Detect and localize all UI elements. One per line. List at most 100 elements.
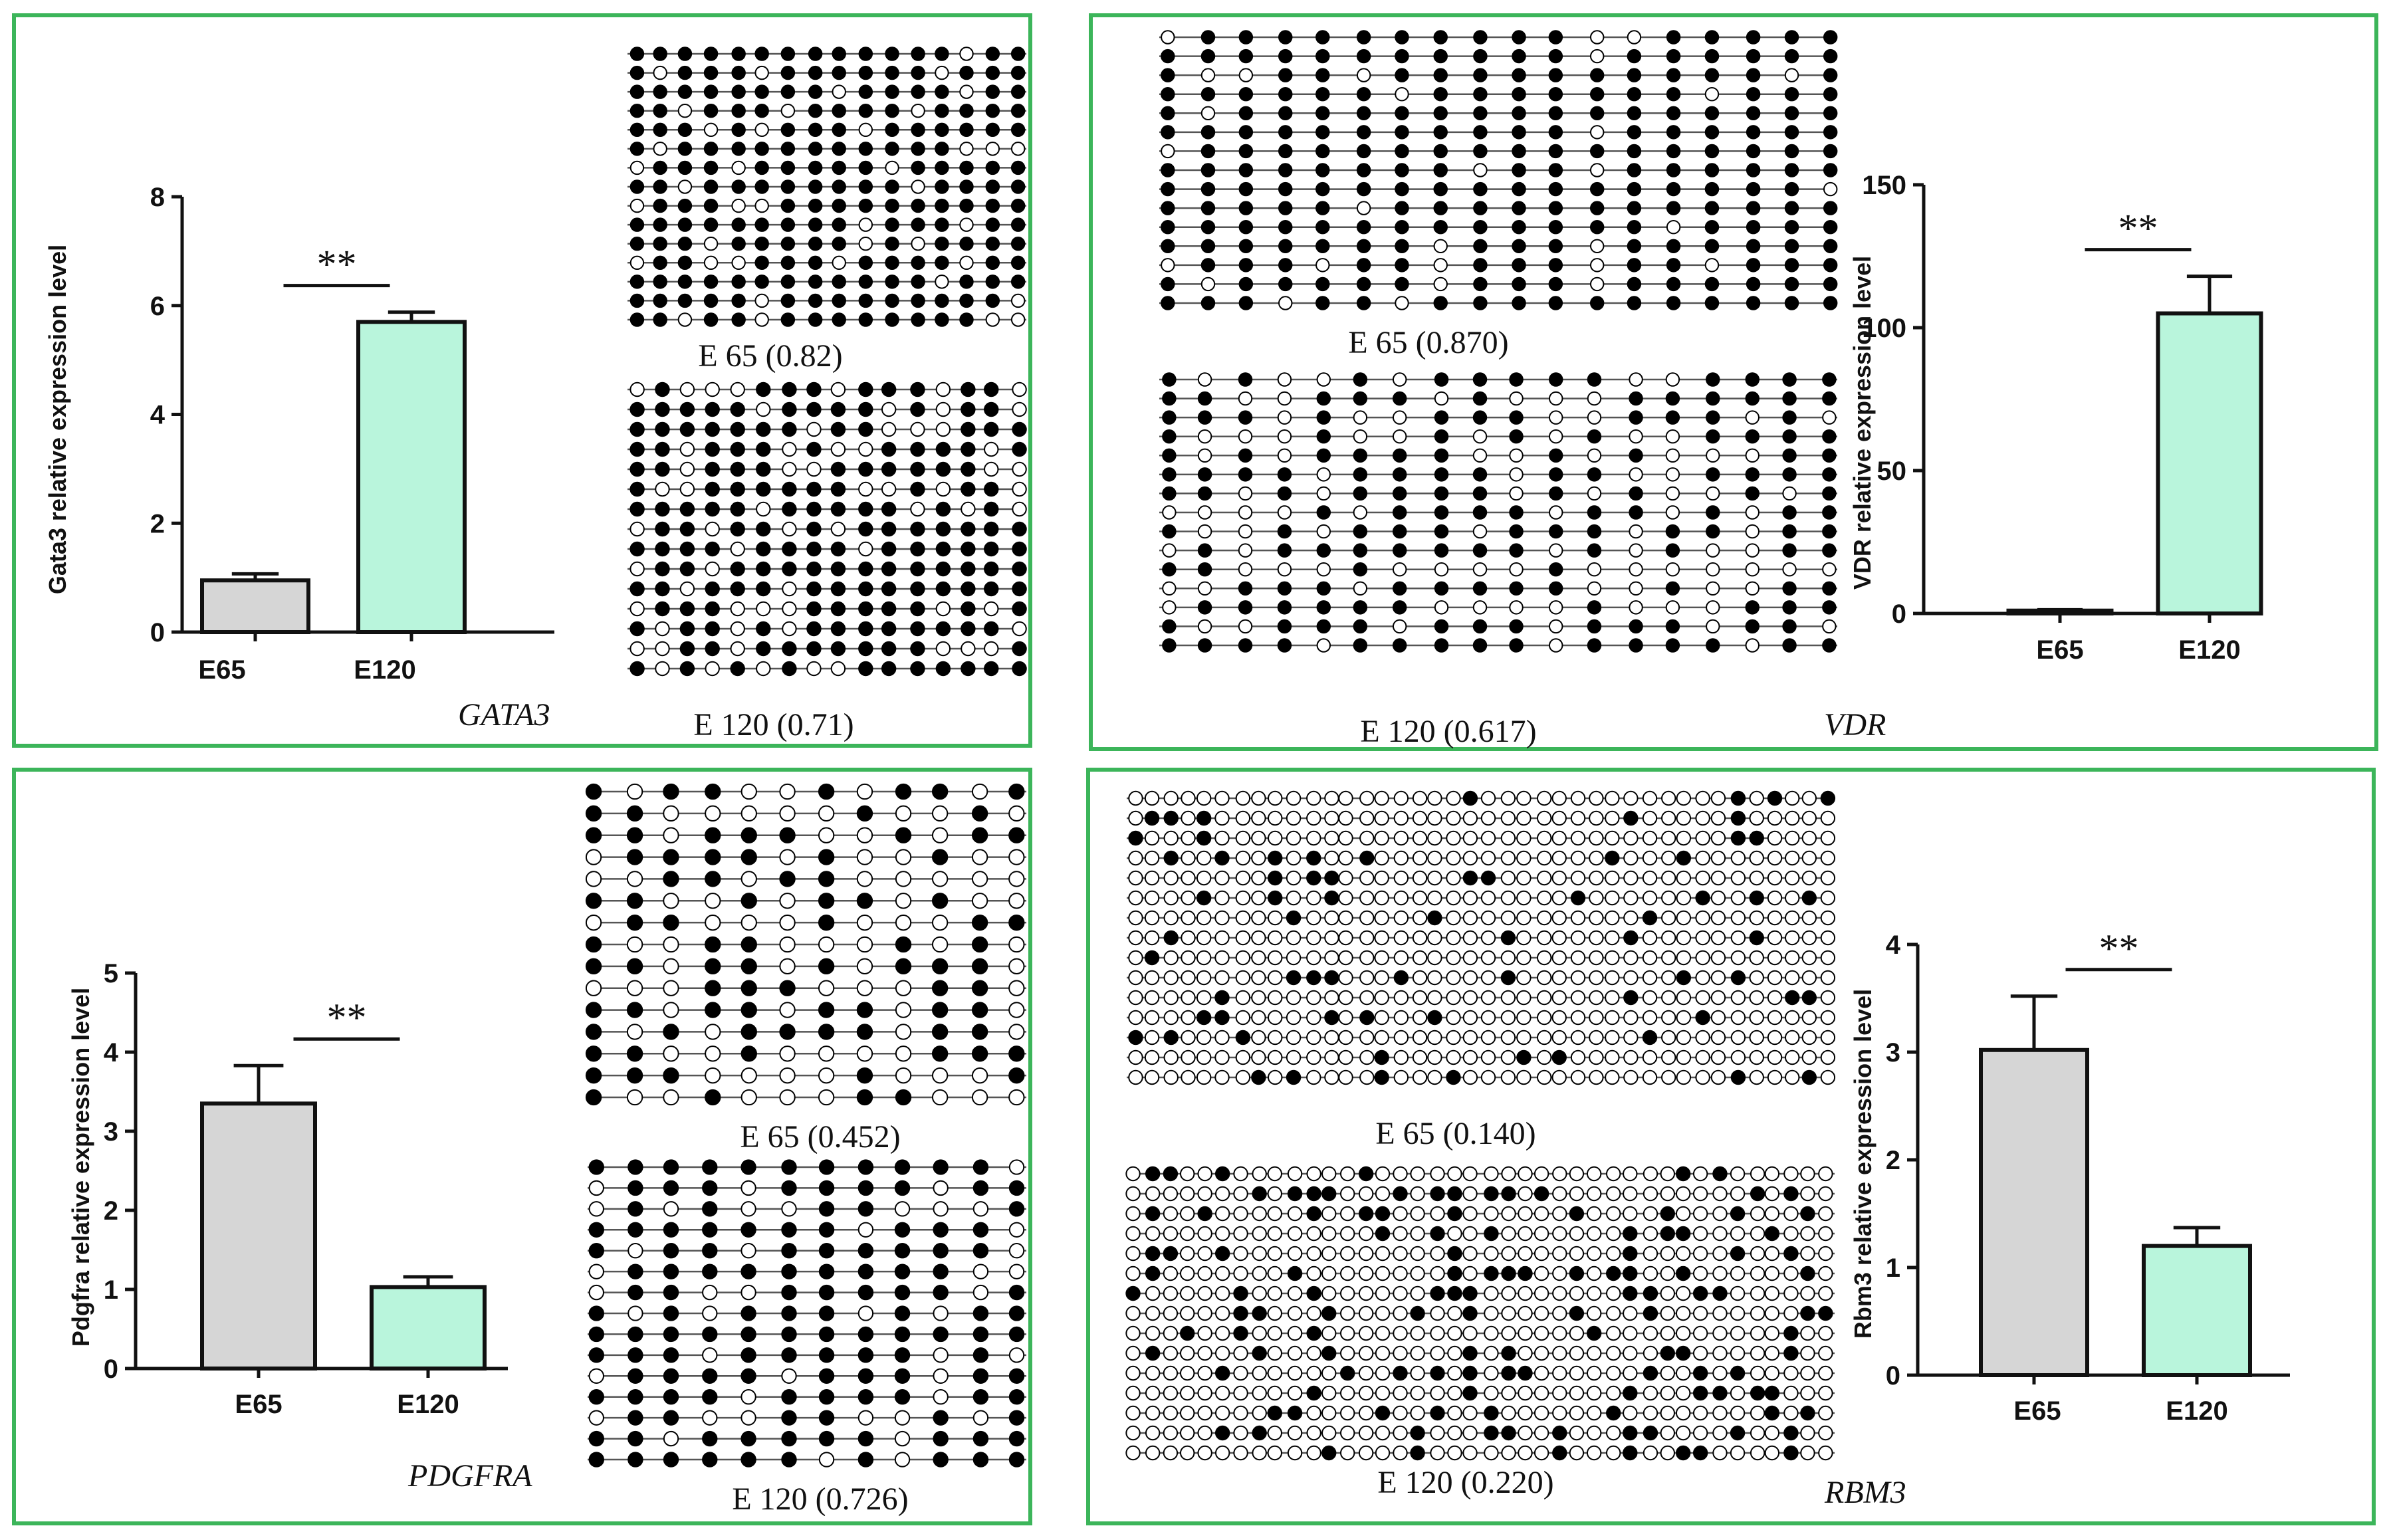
unmethylated-cpg [1516, 950, 1532, 966]
unmethylated-cpg [1818, 1206, 1833, 1222]
methylated-cpg [1764, 1226, 1780, 1242]
unmethylated-cpg [972, 1284, 989, 1301]
methylated-cpg [1433, 163, 1448, 177]
methylated-cpg [1145, 1206, 1161, 1222]
unmethylated-cpg [1549, 429, 1563, 444]
methylated-cpg [858, 142, 873, 156]
unmethylated-cpg [1820, 990, 1836, 1006]
unmethylated-cpg [1268, 1010, 1283, 1026]
methylated-cpg [781, 1159, 797, 1175]
unmethylated-cpg [1569, 1226, 1585, 1242]
methylated-cpg [740, 958, 757, 975]
methylated-cpg [1801, 990, 1817, 1006]
unmethylated-cpg [1710, 910, 1726, 926]
methylated-cpg [1392, 524, 1407, 539]
unmethylated-cpg [1393, 810, 1409, 826]
unmethylated-cpg [1324, 950, 1339, 966]
methylated-cpg [808, 293, 823, 308]
unmethylated-cpg [1665, 600, 1680, 615]
methylated-cpg [1392, 581, 1407, 596]
unmethylated-cpg [984, 461, 999, 477]
unmethylated-cpg [1823, 181, 1838, 197]
rbm3-ylabel: Rbm3 relative expression level [1849, 989, 1876, 1339]
unmethylated-cpg [959, 217, 974, 232]
methylated-cpg [894, 1222, 911, 1238]
methylated-cpg [1447, 1186, 1462, 1202]
unmethylated-cpg [1125, 1385, 1141, 1401]
unmethylated-cpg [1706, 543, 1720, 558]
methylated-cpg [1643, 1425, 1658, 1441]
methylated-cpg [629, 312, 645, 327]
methylated-cpg [588, 1243, 604, 1259]
unmethylated-cpg [1589, 163, 1605, 177]
methylated-cpg [894, 1347, 911, 1363]
unmethylated-cpg [1214, 1069, 1230, 1085]
methylated-cpg [1764, 1405, 1780, 1421]
unmethylated-cpg [1163, 1206, 1179, 1222]
methylated-cpg [1675, 1445, 1691, 1461]
unmethylated-cpg [985, 142, 1000, 156]
methylated-cpg [1316, 543, 1331, 558]
unmethylated-cpg [1710, 990, 1726, 1006]
unmethylated-cpg [1340, 1325, 1355, 1341]
unmethylated-cpg [1589, 930, 1604, 946]
unmethylated-cpg [1589, 276, 1605, 292]
methylated-cpg [703, 198, 719, 213]
unmethylated-cpg [1374, 970, 1389, 986]
methylated-cpg [1012, 421, 1027, 437]
unmethylated-cpg [1277, 372, 1292, 387]
unmethylated-cpg [1665, 486, 1680, 501]
methylated-cpg [1430, 1226, 1445, 1242]
unmethylated-cpg [1238, 429, 1253, 444]
unmethylated-cpg [1393, 1405, 1408, 1421]
unmethylated-cpg [1125, 1186, 1141, 1202]
methylated-cpg [1200, 296, 1216, 310]
methylated-cpg [931, 1045, 949, 1062]
methylated-cpg [910, 541, 925, 557]
unmethylated-cpg [1730, 870, 1746, 886]
unmethylated-cpg [830, 521, 846, 537]
methylated-cpg [1512, 239, 1526, 253]
unmethylated-cpg [1629, 467, 1643, 482]
unmethylated-cpg [1660, 1405, 1675, 1421]
unmethylated-cpg [1446, 890, 1461, 906]
unmethylated-cpg [1606, 1325, 1621, 1341]
methylated-cpg [677, 293, 693, 308]
methylated-cpg [1629, 505, 1643, 520]
unmethylated-cpg [1393, 1305, 1408, 1321]
unmethylated-cpg [1676, 1010, 1692, 1026]
methylated-cpg [910, 601, 925, 617]
unmethylated-cpg [1569, 1385, 1585, 1401]
unmethylated-cpg [1509, 391, 1524, 406]
unmethylated-cpg [1162, 505, 1177, 520]
methylated-cpg [740, 1264, 756, 1279]
unmethylated-cpg [1008, 936, 1025, 953]
unmethylated-cpg [655, 661, 670, 677]
unmethylated-cpg [1480, 970, 1496, 986]
methylated-cpg [1278, 181, 1293, 197]
unmethylated-cpg [1462, 1405, 1478, 1421]
unmethylated-cpg [1162, 581, 1177, 596]
methylated-cpg [818, 958, 835, 975]
unmethylated-cpg [588, 1180, 604, 1196]
unmethylated-cpg [1412, 1069, 1428, 1085]
unmethylated-cpg [1374, 910, 1389, 926]
methylated-cpg [1512, 144, 1526, 159]
unmethylated-cpg [1605, 890, 1620, 906]
unmethylated-cpg [1623, 1010, 1639, 1026]
methylated-cpg [1395, 201, 1409, 215]
methylated-cpg [1321, 1186, 1337, 1202]
methylated-cpg [731, 217, 746, 232]
unmethylated-cpg [1306, 1425, 1321, 1441]
unmethylated-cpg [1676, 790, 1692, 806]
methylated-cpg [806, 581, 822, 597]
unmethylated-cpg [1162, 600, 1177, 615]
unmethylated-cpg [1629, 543, 1643, 558]
unmethylated-cpg [1196, 990, 1212, 1006]
methylated-cpg [1316, 410, 1331, 425]
unmethylated-cpg [740, 1284, 756, 1301]
methylated-cpg [1353, 600, 1368, 615]
unmethylated-cpg [1393, 1385, 1408, 1401]
methylated-cpg [857, 1452, 874, 1468]
unmethylated-cpg [1801, 950, 1817, 966]
